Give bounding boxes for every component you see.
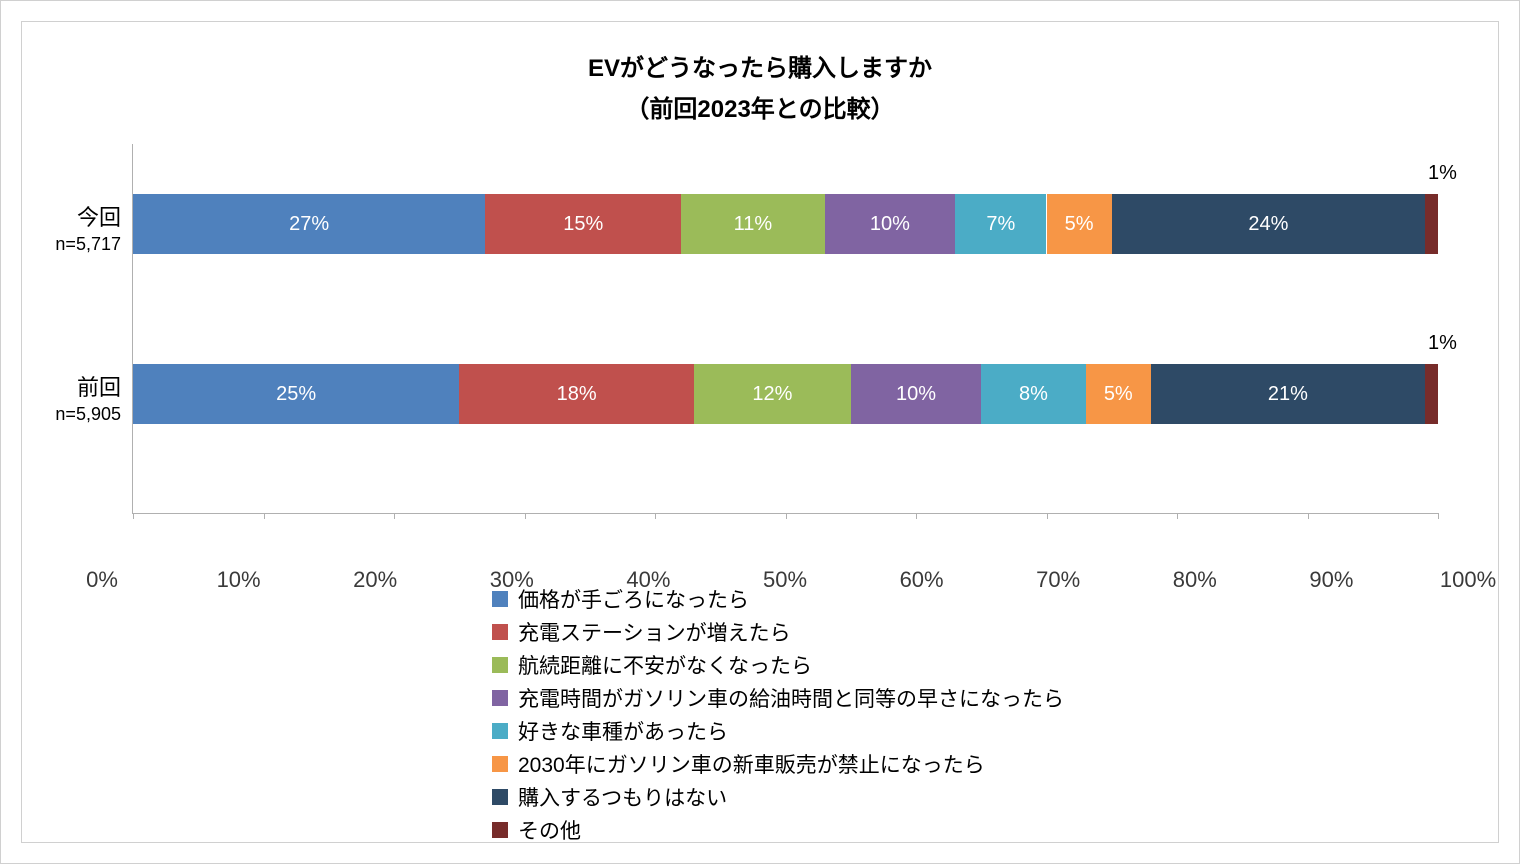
y-label-main: 前回 — [55, 370, 121, 402]
legend-swatch — [492, 789, 508, 805]
x-tick-mark — [1438, 513, 1439, 519]
bar-seg-model: 8% — [981, 364, 1085, 424]
legend-swatch — [492, 624, 508, 640]
y-label-konkai: 今回n=5,717 — [55, 200, 133, 255]
bar-seg-noplan: 21% — [1151, 364, 1425, 424]
outside-label-other: 1% — [1428, 332, 1457, 355]
x-axis: 0%10%20%30%40%50%60%70%80%90%100% — [102, 567, 1468, 597]
outside-label-other: 1% — [1428, 162, 1457, 185]
legend-label: 好きな車種があったら — [518, 716, 728, 746]
x-tick-mark — [1177, 513, 1178, 519]
y-label-zenkai: 前回n=5,905 — [55, 370, 133, 425]
bar-seg-stations: 15% — [485, 194, 681, 254]
x-tick-mark — [655, 513, 656, 519]
bar-seg-range: 12% — [694, 364, 851, 424]
legend-item-noplan: 購入するつもりはない — [492, 782, 1468, 812]
bar-seg-model: 7% — [955, 194, 1046, 254]
bar-seg-range: 11% — [681, 194, 825, 254]
chart-container: EVがどうなったら購入しますか （前回2023年との比較） 今回n=5,7172… — [0, 0, 1520, 864]
bar-seg-charge: 10% — [825, 194, 956, 254]
y-label-main: 今回 — [55, 200, 121, 232]
legend: 価格が手ごろになったら充電ステーションが増えたら航続距離に不安がなくなったら充電… — [492, 584, 1468, 845]
legend-item-charge: 充電時間がガソリン車の給油時間と同等の早さになったら — [492, 683, 1468, 713]
x-tick-label: 100% — [1440, 567, 1496, 593]
x-tick-mark — [1047, 513, 1048, 519]
x-tick-label: 0% — [86, 567, 118, 593]
x-tick-label: 90% — [1309, 567, 1353, 593]
legend-label: 購入するつもりはない — [518, 782, 727, 812]
legend-item-stations: 充電ステーションが増えたら — [492, 617, 1468, 647]
x-tick-mark — [133, 513, 134, 519]
legend-swatch — [492, 690, 508, 706]
x-tick-label: 20% — [353, 567, 397, 593]
chart-title: EVがどうなったら購入しますか （前回2023年との比較） — [52, 48, 1468, 124]
legend-swatch — [492, 723, 508, 739]
legend-item-range: 航続距離に不安がなくなったら — [492, 650, 1468, 680]
bar-seg-other — [1425, 364, 1438, 424]
plot-area: 今回n=5,71727%15%11%10%7%5%24%1%前回n=5,9052… — [132, 144, 1438, 514]
x-tick-label: 60% — [900, 567, 944, 593]
legend-label: 充電ステーションが増えたら — [518, 617, 791, 647]
bar-seg-other — [1425, 194, 1438, 254]
bar-seg-ban2030: 5% — [1047, 194, 1112, 254]
x-tick-label: 10% — [217, 567, 261, 593]
legend-swatch — [492, 657, 508, 673]
bar-seg-ban2030: 5% — [1086, 364, 1151, 424]
title-line-1: EVがどうなったら購入しますか — [52, 48, 1468, 83]
x-tick-mark — [786, 513, 787, 519]
x-tick-mark — [1308, 513, 1309, 519]
bar-seg-price: 27% — [133, 194, 485, 254]
legend-label: その他 — [518, 815, 581, 845]
title-line-2: （前回2023年との比較） — [52, 89, 1468, 124]
legend-swatch — [492, 756, 508, 772]
bar-seg-stations: 18% — [459, 364, 694, 424]
y-label-sub: n=5,905 — [55, 404, 121, 425]
legend-label: 2030年にガソリン車の新車販売が禁止になったら — [518, 749, 985, 779]
x-tick-mark — [525, 513, 526, 519]
y-label-sub: n=5,717 — [55, 234, 121, 255]
x-tick-label: 70% — [1036, 567, 1080, 593]
bar-row-zenkai: 前回n=5,90525%18%12%10%8%5%21%1% — [133, 364, 1438, 424]
x-tick-mark — [916, 513, 917, 519]
x-tick-label: 50% — [763, 567, 807, 593]
x-tick-mark — [394, 513, 395, 519]
x-tick-label: 40% — [626, 567, 670, 593]
x-tick-label: 30% — [490, 567, 534, 593]
bar-seg-noplan: 24% — [1112, 194, 1425, 254]
x-tick-label: 80% — [1173, 567, 1217, 593]
legend-item-ban2030: 2030年にガソリン車の新車販売が禁止になったら — [492, 749, 1468, 779]
legend-item-model: 好きな車種があったら — [492, 716, 1468, 746]
bar-seg-price: 25% — [133, 364, 459, 424]
chart-inner: EVがどうなったら購入しますか （前回2023年との比較） 今回n=5,7172… — [21, 21, 1499, 843]
legend-item-other: その他 — [492, 815, 1468, 845]
legend-label: 航続距離に不安がなくなったら — [518, 650, 812, 680]
legend-label: 充電時間がガソリン車の給油時間と同等の早さになったら — [518, 683, 1064, 713]
legend-swatch — [492, 822, 508, 838]
bar-seg-charge: 10% — [851, 364, 982, 424]
x-tick-mark — [264, 513, 265, 519]
bar-row-konkai: 今回n=5,71727%15%11%10%7%5%24%1% — [133, 194, 1438, 254]
